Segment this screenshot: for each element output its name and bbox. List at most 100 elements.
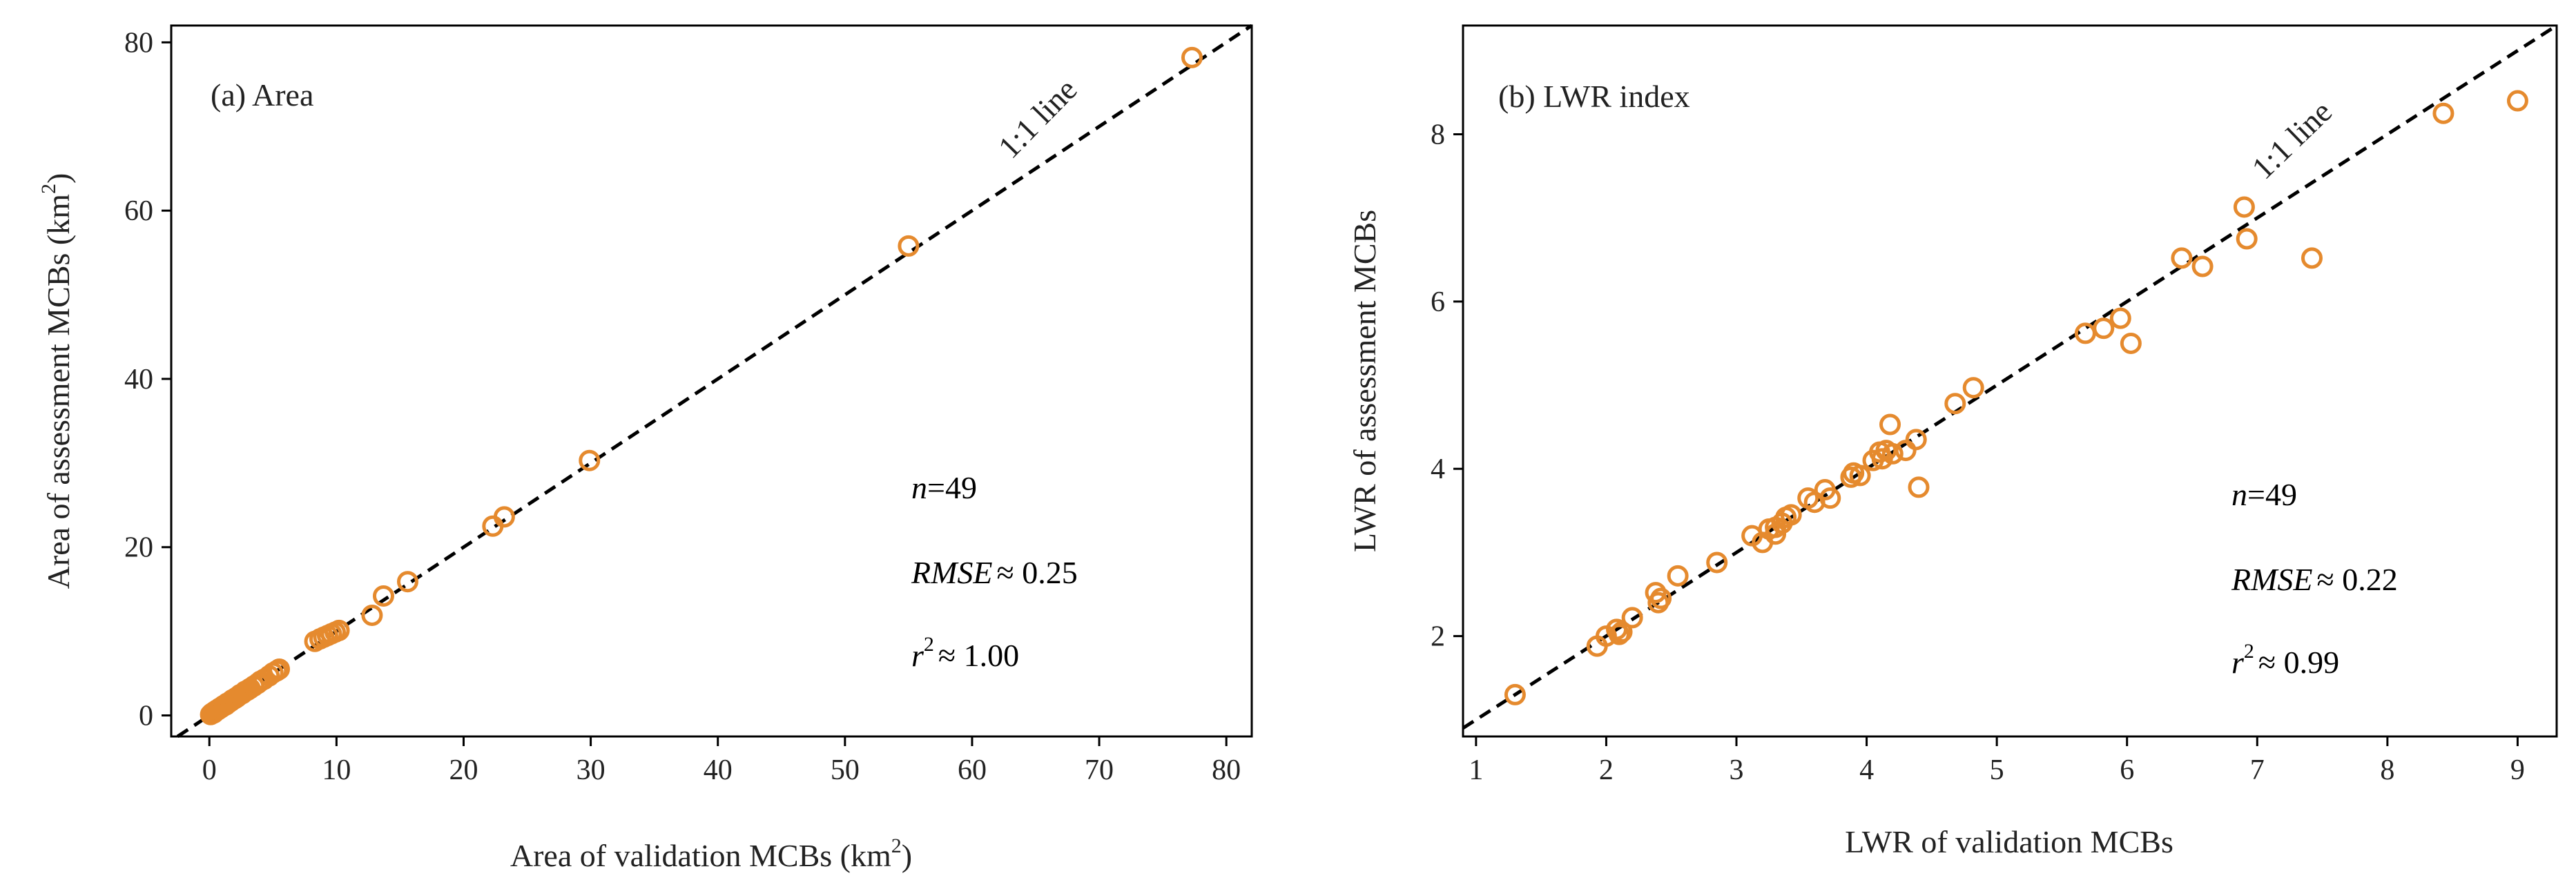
- a-x-tick-label: 0: [202, 754, 217, 786]
- a-y-tick-label: 20: [124, 532, 153, 564]
- panel-b-x-axis-label: LWR of validation MCBs: [1845, 824, 2173, 859]
- panel-a-r2-stat: r2 ≈ 1.00: [911, 633, 1019, 673]
- panel-b-r2-value: ≈ 0.99: [2258, 645, 2339, 680]
- b-data-point: [1608, 623, 1630, 645]
- b-y-tick-label: 8: [1431, 119, 1445, 151]
- a-data-point: [328, 619, 350, 641]
- b-x-tick-label: 9: [2510, 754, 2525, 786]
- b-data-point: [1780, 504, 1802, 526]
- panel-a-y-label-end: ): [41, 173, 76, 184]
- b-data-point: [1645, 582, 1667, 604]
- a-data-point: [396, 571, 418, 593]
- b-data-point: [1871, 448, 1893, 470]
- panel-b-y-ticks: 2 4 6 8: [1431, 119, 1463, 653]
- panel-b-r2-stat: r2 ≈ 0.99: [2231, 640, 2339, 680]
- panel-b-rmse-value: ≈ 0.22: [2317, 562, 2398, 597]
- a-identity-line: [176, 23, 1253, 739]
- a-data-point: [361, 604, 383, 626]
- panel-b-lwr: 1 2 3 4 5 6 7 8 9 2 4 6 8 (b) LWR index 1:1 line n=…: [1347, 23, 2558, 859]
- a-y-tick-label: 60: [124, 195, 153, 227]
- b-data-point: [2301, 247, 2323, 269]
- b-data-point: [2171, 247, 2193, 269]
- b-identity-line: [1462, 23, 2558, 730]
- a-data-point: [898, 235, 920, 257]
- b-data-point: [2236, 228, 2258, 250]
- b-data-point: [1765, 523, 1787, 545]
- b-data-point: [1879, 413, 1901, 436]
- b-data-point: [2432, 102, 2454, 124]
- panel-a-y-label-main: Area of assessment MCBs (km: [41, 194, 76, 589]
- b-data-point: [1611, 621, 1633, 643]
- b-x-tick-label: 7: [2250, 754, 2265, 786]
- panel-a-n-value: =49: [927, 470, 977, 505]
- b-data-point: [1504, 683, 1526, 705]
- b-data-point: [1706, 551, 1728, 574]
- panel-b-title: (b) LWR index: [1498, 79, 1690, 114]
- a-x-tick-label: 60: [958, 754, 987, 786]
- b-y-tick-label: 6: [1431, 286, 1445, 318]
- panel-b-n-symbol: n: [2231, 477, 2247, 512]
- b-x-tick-label: 3: [1730, 754, 1744, 786]
- panel-a-plot-area: [176, 23, 1253, 739]
- a-y-tick-label: 0: [139, 701, 153, 732]
- a-x-tick-label: 70: [1085, 754, 1114, 786]
- panel-b-n-stat: n=49: [2231, 477, 2297, 512]
- b-data-point: [1881, 442, 1904, 465]
- panel-a-rmse-stat: RMSE ≈ 0.25: [911, 555, 1078, 590]
- panel-a-x-ticks: 0 10 20 30 40 50 60 70 80: [202, 736, 1241, 786]
- b-x-tick-label: 2: [1599, 754, 1614, 786]
- panel-a-y-axis-label: Area of assessment MCBs (km2): [37, 173, 76, 589]
- b-x-tick-label: 4: [1859, 754, 1874, 786]
- panel-a-x-axis-label: Area of validation MCBs (km2): [510, 834, 912, 873]
- panel-a-x-label-end: ): [902, 838, 912, 873]
- panel-a-frame: [170, 24, 1253, 738]
- a-data-point: [269, 658, 290, 680]
- panel-a-r2-symbol: r: [911, 638, 924, 673]
- panel-a-rmse-symbol: RMSE: [911, 555, 993, 590]
- panel-a-n-stat: n=49: [911, 470, 977, 505]
- panel-a-r2-sup: 2: [924, 633, 934, 656]
- panel-b-rmse-symbol: RMSE: [2231, 562, 2313, 597]
- b-y-tick-label: 4: [1431, 453, 1445, 485]
- a-data-point: [225, 687, 247, 709]
- b-data-point: [1905, 429, 1927, 451]
- b-data-point: [2120, 332, 2142, 354]
- a-x-tick-label: 20: [449, 754, 478, 786]
- b-data-point: [1819, 487, 1841, 509]
- panel-a-n-symbol: n: [911, 470, 927, 505]
- b-x-tick-label: 6: [2120, 754, 2134, 786]
- b-data-point: [1765, 516, 1787, 538]
- panel-a-title: (a) Area: [211, 77, 313, 113]
- panel-a-identity-label: 1:1 line: [991, 72, 1084, 165]
- panel-b-frame: [1462, 24, 2558, 738]
- panel-b-x-ticks: 1 2 3 4 5 6 7 8 9: [1469, 736, 2525, 786]
- b-data-point: [1962, 377, 1984, 399]
- a-x-tick-label: 50: [831, 754, 860, 786]
- a-y-tick-label: 40: [124, 364, 153, 395]
- a-data-point: [1181, 46, 1203, 68]
- b-y-tick-label: 2: [1431, 621, 1445, 653]
- a-x-tick-label: 30: [577, 754, 606, 786]
- panel-a-r2-value: ≈ 1.00: [938, 638, 1019, 673]
- b-data-point: [2109, 307, 2131, 329]
- a-x-tick-label: 80: [1212, 754, 1241, 786]
- panel-a-area: 0 10 20 30 40 50 60 70 80 0 20 40 60 80 (a) Area 1:1…: [37, 23, 1253, 873]
- b-data-point: [1908, 476, 1930, 498]
- b-data-point: [2506, 90, 2528, 112]
- a-x-tick-label: 10: [322, 754, 351, 786]
- panel-a-y-ticks: 0 20 40 60 80: [124, 27, 171, 732]
- a-y-tick-label: 80: [124, 27, 153, 59]
- panel-b-n-value: =49: [2247, 477, 2297, 512]
- panel-a-x-label-sup: 2: [891, 834, 902, 857]
- b-data-point: [1849, 465, 1871, 487]
- panel-a-rmse-value: ≈ 0.25: [997, 555, 1078, 590]
- b-data-point: [1650, 587, 1672, 609]
- b-data-point: [2191, 255, 2214, 277]
- b-x-tick-label: 1: [1469, 754, 1483, 786]
- panel-b-plot-area: [1462, 23, 2558, 730]
- a-data-point: [579, 449, 601, 471]
- b-data-point: [1840, 466, 1862, 488]
- b-data-point: [1621, 607, 1643, 629]
- a-data-point: [372, 585, 394, 607]
